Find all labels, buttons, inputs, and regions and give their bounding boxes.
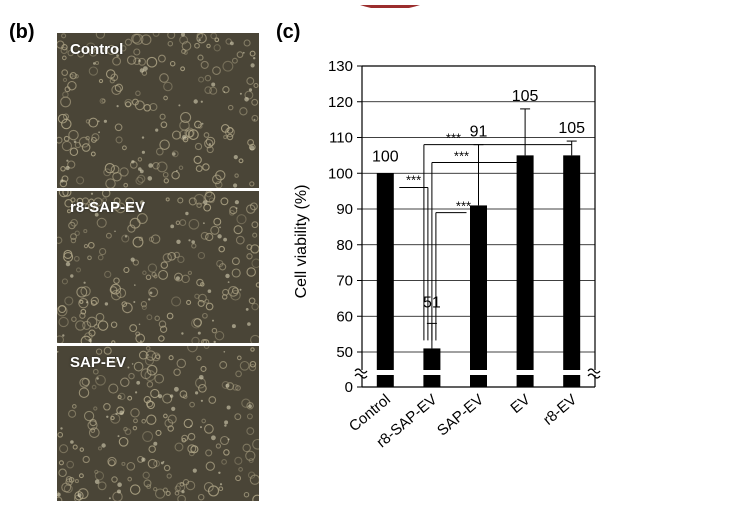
micrograph-label-sap-ev: SAP-EV [70, 354, 126, 371]
data-label: 100 [372, 148, 399, 165]
y-tick-label: 110 [329, 130, 353, 147]
significance-label: *** [446, 131, 461, 146]
y-tick-label: 130 [328, 58, 353, 75]
bar-r8-ev [563, 155, 581, 387]
cell-viability-chart: 05060708090100110120130100Control51r8-SA… [293, 58, 601, 451]
micrograph-sap-ev: SAP-EV [57, 346, 259, 501]
bar-ev [516, 155, 534, 387]
x-tick-label: r8-EV [540, 391, 580, 429]
micrograph-texture [57, 346, 259, 501]
bar-r8-sap-ev [423, 348, 441, 387]
bar-sap-ev [470, 205, 487, 387]
data-label: 91 [470, 124, 488, 141]
bar-control [376, 173, 394, 387]
x-tick-label: EV [507, 391, 533, 417]
y-tick-label: 90 [336, 201, 353, 218]
axis-break-right [587, 368, 601, 379]
data-label: 105 [558, 120, 585, 137]
panel-label-b: (b) [9, 21, 35, 43]
micrograph-label-control: Control [70, 41, 124, 58]
y-tick-label: 80 [336, 237, 353, 254]
micrograph-texture [57, 191, 259, 343]
micrograph-texture [57, 33, 259, 188]
y-tick-label: 120 [328, 94, 353, 111]
axis-break-band [358, 370, 599, 375]
y-tick-label: 60 [336, 308, 353, 325]
panel-label-c: (c) [276, 21, 301, 43]
significance-label: *** [454, 149, 469, 164]
axis-break-left [354, 368, 368, 379]
y-tick-label: 0 [345, 379, 353, 396]
micrograph-label-r8-sap-ev: r8-SAP-EV [70, 199, 146, 216]
y-tick-label: 100 [328, 165, 353, 182]
y-tick-label: 70 [336, 273, 353, 290]
data-label: 105 [512, 88, 539, 105]
x-tick-label: SAP-EV [434, 391, 487, 439]
cropped-top-decoration [320, 0, 460, 8]
significance-label: *** [456, 199, 471, 214]
y-axis-label: Cell viability (%) [293, 185, 310, 299]
significance-label: *** [406, 173, 421, 188]
y-tick-label: 50 [336, 344, 353, 361]
micrograph-control: Control [57, 33, 259, 188]
micrograph-r8-sap-ev: r8-SAP-EV [57, 191, 259, 343]
